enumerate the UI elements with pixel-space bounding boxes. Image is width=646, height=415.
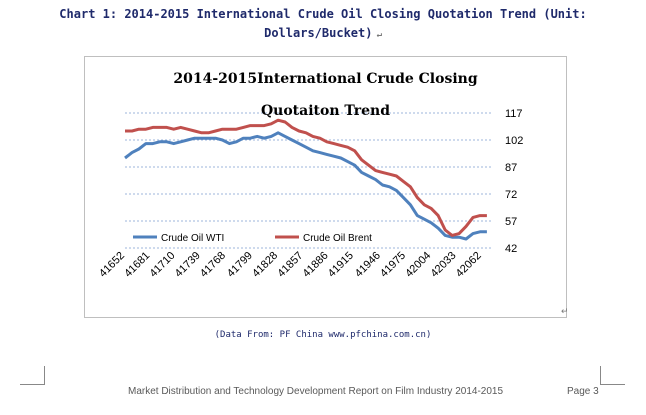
legend-label: Crude Oil WTI bbox=[161, 233, 224, 244]
oil-price-chart: 4257728710211741652416814171041739417684… bbox=[97, 108, 523, 280]
x-tick-label: 41946 bbox=[353, 250, 383, 280]
page-corner-mark-left bbox=[20, 366, 45, 385]
y-tick-label: 102 bbox=[505, 135, 523, 147]
chart-title-line1: 2014-2015International Crude Closing bbox=[173, 71, 478, 87]
x-tick-label: 41915 bbox=[326, 250, 356, 280]
x-tick-label: 41681 bbox=[122, 250, 152, 280]
chart-title-line2: Quotaiton Trend bbox=[260, 103, 391, 119]
y-tick-label: 87 bbox=[505, 162, 517, 174]
y-tick-label: 42 bbox=[505, 243, 517, 255]
x-tick-label: 41828 bbox=[250, 250, 280, 280]
line-break-mark-icon: ↵ bbox=[376, 30, 382, 40]
document-caption-line2: Dollars/Bucket) ↵ bbox=[0, 23, 646, 45]
x-tick-label: 41710 bbox=[147, 250, 177, 280]
legend-label: Crude Oil Brent bbox=[303, 233, 372, 244]
x-tick-label: 41799 bbox=[225, 250, 255, 280]
caption-line2-text: Dollars/Bucket) bbox=[264, 26, 373, 40]
footer-text: Market Distribution and Technology Devel… bbox=[128, 386, 504, 397]
x-tick-label: 42033 bbox=[428, 250, 458, 280]
series-line-crude-oil-wti bbox=[124, 131, 487, 241]
page-number: Page 3 bbox=[567, 386, 599, 397]
page-corner-mark-right bbox=[600, 366, 625, 385]
y-tick-label: 72 bbox=[505, 189, 517, 201]
x-tick-label: 41739 bbox=[173, 250, 203, 280]
series-line-crude-oil-brent bbox=[125, 118, 487, 237]
document-caption-line1: Chart 1: 2014-2015 International Crude O… bbox=[59, 7, 587, 21]
x-tick-label: 42062 bbox=[454, 250, 484, 280]
x-tick-label: 41886 bbox=[301, 250, 331, 280]
x-tick-label: 41652 bbox=[97, 250, 127, 280]
paragraph-mark-icon: ↵ bbox=[561, 306, 569, 316]
chart-frame: 2014-2015International Crude Closing 42 5… bbox=[84, 56, 567, 318]
x-tick-label: 41975 bbox=[378, 250, 408, 280]
x-tick-label: 41857 bbox=[275, 250, 305, 280]
y-tick-label: 117 bbox=[505, 108, 523, 120]
x-tick-label: 41768 bbox=[198, 250, 228, 280]
x-tick-label: 42004 bbox=[403, 250, 433, 280]
y-tick-label: 57 bbox=[505, 216, 517, 228]
data-source-note: (Data From: PF China www.pfchina.com.cn) bbox=[214, 330, 432, 340]
